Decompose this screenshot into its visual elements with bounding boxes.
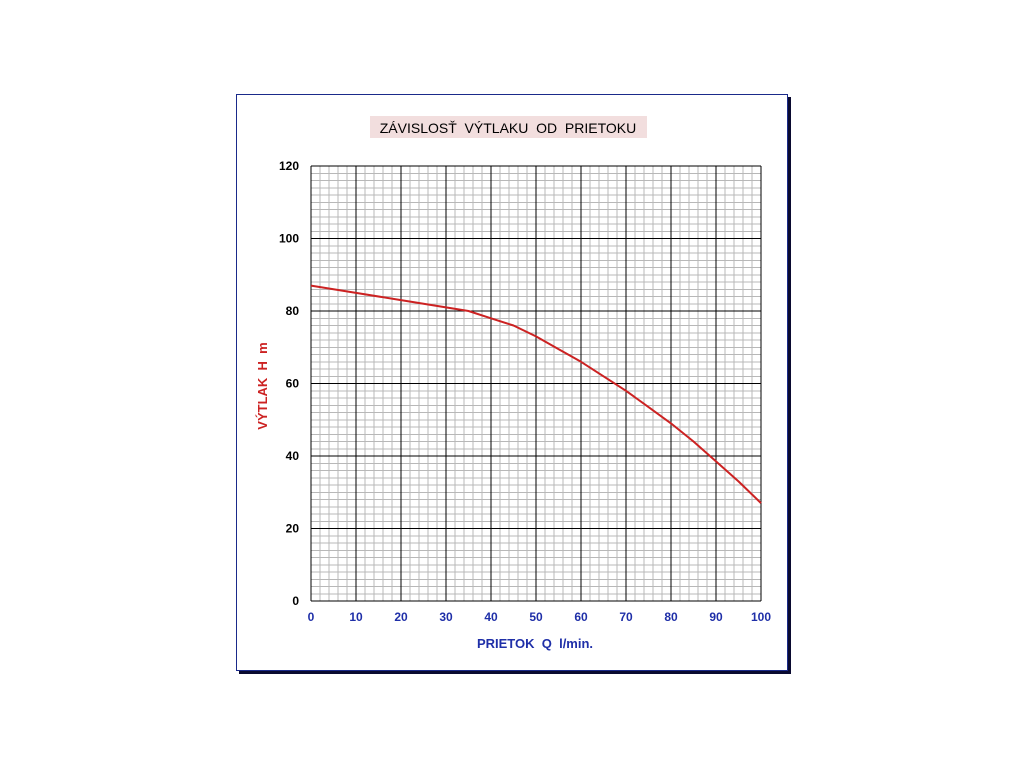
chart-title: ZÁVISLOSŤ VÝTLAKU OD PRIETOKU <box>380 120 636 136</box>
y-tick-label: 0 <box>292 594 299 608</box>
x-tick-label: 60 <box>574 610 588 624</box>
y-tick-label: 100 <box>279 232 299 246</box>
x-tick-label: 20 <box>394 610 408 624</box>
y-tick-label: 40 <box>286 449 300 463</box>
x-tick-label: 30 <box>439 610 453 624</box>
y-tick-label: 80 <box>286 304 300 318</box>
x-tick-label: 0 <box>308 610 315 624</box>
y-tick-label: 20 <box>286 522 300 536</box>
x-tick-label: 40 <box>484 610 498 624</box>
x-tick-label: 90 <box>709 610 723 624</box>
x-axis-label: PRIETOK Q l/min. <box>477 636 593 651</box>
y-tick-label: 120 <box>279 159 299 173</box>
x-tick-label: 10 <box>349 610 363 624</box>
grid-major-lines <box>310 165 762 602</box>
y-axis-label: VÝTLAK H m <box>255 342 270 429</box>
x-tick-label: 70 <box>619 610 633 624</box>
x-tick-labels: 0 10 20 30 40 50 60 70 80 90 100 <box>308 610 772 624</box>
series-line <box>310 284 762 504</box>
series-group <box>310 284 762 504</box>
y-tick-label: 60 <box>286 377 300 391</box>
chart-frame <box>236 94 788 671</box>
x-tick-label: 80 <box>664 610 678 624</box>
y-tick-labels: 0 20 40 60 80 100 120 <box>279 159 299 608</box>
x-tick-label: 50 <box>529 610 543 624</box>
chart-title-background <box>370 116 647 138</box>
x-tick-label: 100 <box>751 610 771 624</box>
